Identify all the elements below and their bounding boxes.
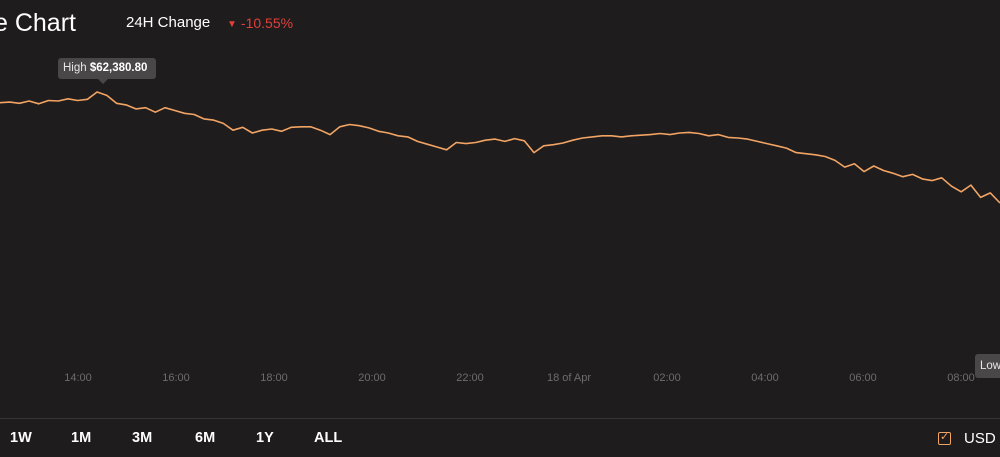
check-icon: ✓ <box>940 431 950 443</box>
low-tooltip: Low <box>975 354 1000 378</box>
range-button-all[interactable]: ALL <box>314 430 343 446</box>
x-tick: 02:00 <box>653 372 681 384</box>
x-tick: 06:00 <box>849 372 877 384</box>
range-button-1y[interactable]: 1Y <box>256 430 274 446</box>
x-tick: 18:00 <box>260 372 288 384</box>
range-button-6m[interactable]: 6M <box>195 430 216 446</box>
x-tick: 20:00 <box>358 372 386 384</box>
x-tick: 22:00 <box>456 372 484 384</box>
price-chart[interactable] <box>0 0 1000 420</box>
down-arrow-icon: ▼ <box>227 19 237 30</box>
x-tick: 04:00 <box>751 372 779 384</box>
x-tick: 16:00 <box>162 372 190 384</box>
chart-title: e Chart <box>0 9 76 37</box>
range-button-1m[interactable]: 1M <box>71 430 92 446</box>
x-tick: 18 of Apr <box>546 372 592 384</box>
change-label: 24H Change <box>126 14 211 31</box>
range-button-1w[interactable]: 1W <box>10 430 32 446</box>
change-value: ▼ -10.55% <box>227 15 293 31</box>
usd-label[interactable]: USD <box>964 430 996 447</box>
change-value-text: -10.55% <box>240 15 294 31</box>
high-tooltip: High $62,380.80 <box>58 58 156 84</box>
x-tick: 08:00 <box>947 372 975 384</box>
high-tooltip-value: $62,380.80 <box>89 62 148 74</box>
low-tooltip-label: Low <box>980 360 1000 372</box>
range-button-3m[interactable]: 3M <box>132 430 153 446</box>
price-line <box>0 91 1000 204</box>
high-tooltip-label: High <box>63 62 87 74</box>
divider <box>0 418 1000 419</box>
usd-checkbox[interactable]: ✓ <box>938 431 951 445</box>
x-tick: 14:00 <box>64 372 92 384</box>
